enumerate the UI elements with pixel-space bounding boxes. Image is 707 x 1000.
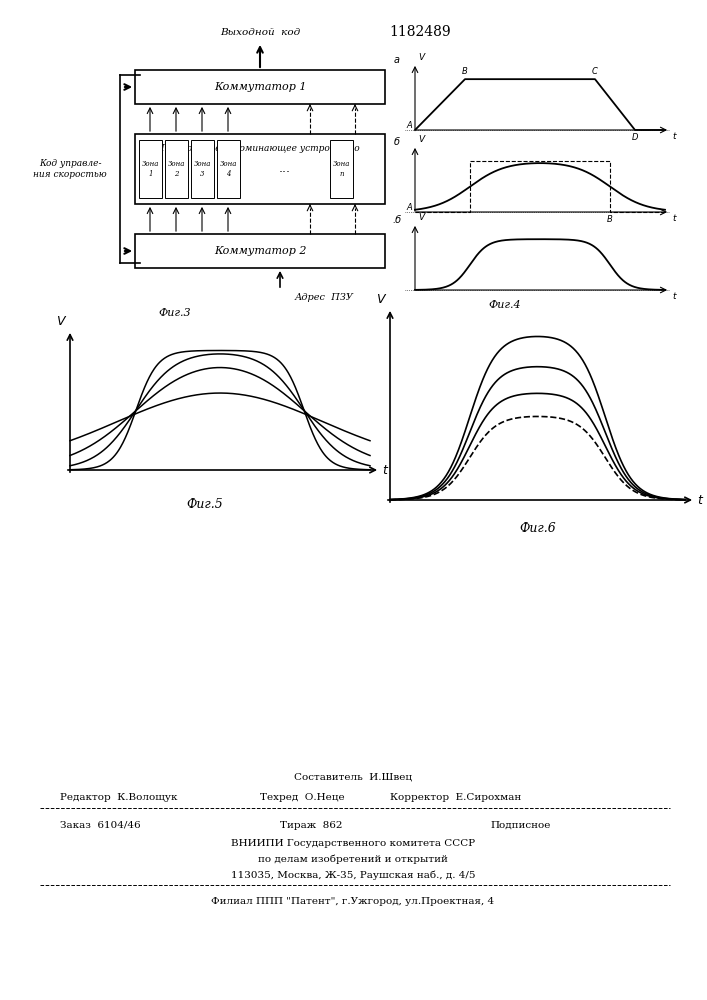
- Text: Адрес  ПЗУ: Адрес ПЗУ: [295, 293, 354, 302]
- Text: Коммутатор 2: Коммутатор 2: [214, 246, 306, 256]
- Text: 1182489: 1182489: [389, 25, 451, 39]
- Text: Код управле-
ния скоростью: Код управле- ния скоростью: [33, 159, 107, 179]
- Text: Редактор  К.Волощук: Редактор К.Волощук: [60, 792, 177, 802]
- Text: D: D: [632, 133, 638, 142]
- Text: t: t: [697, 493, 702, 506]
- Text: Фиг.3: Фиг.3: [158, 308, 192, 318]
- Text: A: A: [407, 203, 412, 212]
- Text: ВНИИПИ Государственного комитета СССР: ВНИИПИ Государственного комитета СССР: [231, 838, 475, 848]
- Text: B: B: [462, 67, 468, 76]
- Text: Постоянное запоминающее устройство: Постоянное запоминающее устройство: [160, 144, 360, 153]
- Text: Фиг.4: Фиг.4: [489, 300, 521, 310]
- Text: Выходной  код: Выходной код: [220, 28, 300, 37]
- Text: по делам изобретений и открытий: по делам изобретений и открытий: [258, 854, 448, 864]
- Bar: [330, 140, 353, 198]
- Text: t: t: [672, 292, 675, 301]
- Bar: [135, 134, 385, 204]
- Text: Тираж  862: Тираж 862: [280, 820, 342, 830]
- Text: 113035, Москва, Ж-35, Раушская наб., д. 4/5: 113035, Москва, Ж-35, Раушская наб., д. …: [230, 870, 475, 880]
- Text: t: t: [672, 214, 675, 223]
- Bar: [135, 70, 385, 104]
- Text: Зона
п: Зона п: [333, 160, 350, 178]
- Text: Коммутатор 1: Коммутатор 1: [214, 82, 306, 92]
- Text: C: C: [592, 67, 598, 76]
- Bar: [165, 140, 188, 198]
- Bar: [217, 140, 240, 198]
- Bar: [135, 234, 385, 268]
- Text: Составитель  И.Швец: Составитель И.Швец: [294, 772, 412, 782]
- Bar: [191, 140, 214, 198]
- Text: V: V: [418, 135, 424, 144]
- Text: б: б: [394, 137, 400, 147]
- Text: B: B: [607, 215, 613, 224]
- Text: Фиг.6: Фиг.6: [519, 522, 556, 535]
- Text: Зона
2: Зона 2: [168, 160, 185, 178]
- Text: Зона
1: Зона 1: [142, 160, 159, 178]
- Text: ...: ...: [279, 162, 291, 176]
- Text: A: A: [407, 121, 412, 130]
- Text: V: V: [377, 293, 385, 306]
- Text: Филиал ППП "Патент", г.Ужгород, ул.Проектная, 4: Филиал ППП "Патент", г.Ужгород, ул.Проек…: [211, 896, 495, 906]
- Text: .б: .б: [392, 215, 402, 225]
- Text: t: t: [672, 132, 675, 141]
- Text: t: t: [382, 464, 387, 477]
- Text: Зона
4: Зона 4: [220, 160, 237, 178]
- Text: V: V: [418, 53, 424, 62]
- Bar: [139, 140, 162, 198]
- Text: Заказ  6104/46: Заказ 6104/46: [60, 820, 141, 830]
- Text: Подписное: Подписное: [490, 820, 550, 830]
- Text: V: V: [57, 315, 65, 328]
- Text: Корректор  Е.Сирохман: Корректор Е.Сирохман: [390, 792, 521, 802]
- Text: a: a: [394, 55, 400, 65]
- Text: Фиг.5: Фиг.5: [187, 498, 223, 511]
- Text: Техред  О.Неце: Техред О.Неце: [260, 792, 344, 802]
- Text: V: V: [418, 213, 424, 222]
- Text: Зона
3: Зона 3: [194, 160, 211, 178]
